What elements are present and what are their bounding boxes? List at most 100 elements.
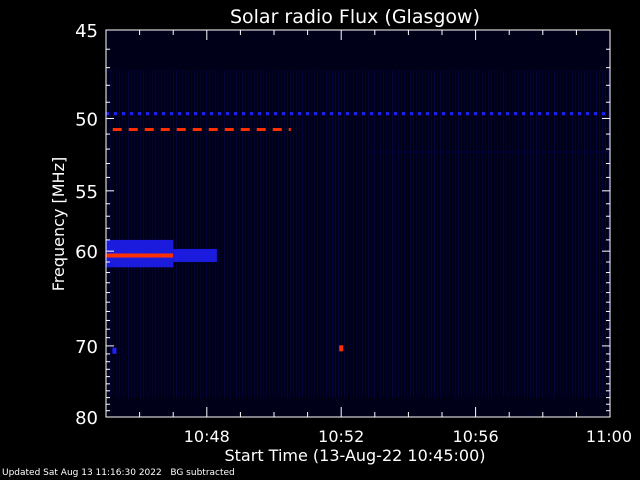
noise-streak: [326, 70, 327, 397]
noise-streak: [290, 70, 291, 397]
noise-streak: [206, 70, 207, 397]
noise-streak: [479, 70, 480, 397]
noise-streak: [524, 70, 525, 397]
noise-streak: [584, 70, 585, 397]
noise-streak: [461, 70, 462, 397]
noise-streak: [425, 70, 426, 397]
noise-streak: [440, 70, 441, 397]
noise-streak: [515, 70, 516, 397]
noise-streak: [596, 70, 597, 397]
noise-streak: [137, 70, 138, 397]
noise-streak: [449, 70, 450, 397]
y-tick-label: 55: [75, 182, 98, 203]
noise-streak: [161, 70, 162, 397]
noise-streak: [353, 70, 354, 397]
noise-streak: [179, 70, 180, 397]
noise-streak: [551, 70, 552, 397]
noise-streak: [569, 70, 570, 397]
noise-streak: [107, 70, 108, 397]
noise-streak: [380, 70, 381, 397]
noise-streak: [287, 70, 288, 397]
noise-streak: [530, 70, 531, 397]
y-tick-label: 70: [75, 337, 98, 358]
noise-streak: [521, 70, 522, 397]
noise-streak: [167, 70, 168, 397]
noise-streak: [575, 70, 576, 397]
x-tick-label: 10:48: [184, 427, 230, 446]
noise-streak: [116, 70, 117, 397]
noise-streak: [599, 70, 600, 397]
noise-streak: [365, 70, 366, 397]
noise-streak: [125, 70, 126, 397]
noise-streak: [566, 70, 567, 397]
noise-streak: [308, 70, 309, 397]
noise-streak: [209, 70, 210, 397]
noise-streak: [554, 70, 555, 397]
noise-streak: [431, 70, 432, 397]
noise-streak: [347, 70, 348, 397]
noise-streak: [398, 70, 399, 397]
noise-streak: [464, 70, 465, 397]
noise-streak: [581, 70, 582, 397]
noise-streak: [110, 70, 111, 397]
plot-frame: [105, 29, 611, 418]
noise-streak: [539, 70, 540, 397]
noise-streak: [434, 70, 435, 397]
noise-streak: [587, 70, 588, 397]
noise-streak: [335, 70, 336, 397]
noise-streak: [323, 70, 324, 397]
noise-streak: [536, 70, 537, 397]
noise-streak: [602, 70, 603, 397]
noise-streak: [452, 70, 453, 397]
noise-streak: [560, 70, 561, 397]
noise-streak: [314, 70, 315, 397]
noise-streak: [377, 70, 378, 397]
feature-band: [173, 248, 217, 263]
noise-streak: [608, 70, 609, 397]
noise-streak: [194, 70, 195, 397]
noise-streak: [119, 70, 120, 397]
y-tick-label: 60: [75, 242, 98, 263]
noise-streak: [305, 70, 306, 397]
y-tick-label: 45: [75, 21, 98, 42]
noise-streak: [413, 70, 414, 397]
noise-streak: [512, 70, 513, 397]
noise-streak: [146, 70, 147, 397]
noise-streak: [284, 70, 285, 397]
noise-streak: [263, 70, 264, 397]
noise-streak: [401, 70, 402, 397]
noise-streak: [218, 70, 219, 397]
noise-streak: [563, 70, 564, 397]
noise-streak: [176, 70, 177, 397]
y-axis: 45 50 55 60 70 80: [75, 21, 610, 429]
noise-streak: [329, 70, 330, 397]
noise-streak: [230, 70, 231, 397]
noise-streak: [545, 70, 546, 397]
noise-streak: [416, 70, 417, 397]
noise-streak: [185, 70, 186, 397]
noise-streak: [470, 70, 471, 397]
noise-streak: [242, 70, 243, 397]
noise-streak: [485, 70, 486, 397]
noise-streak: [257, 70, 258, 397]
noise-streak: [476, 70, 477, 397]
noise-streak: [293, 70, 294, 397]
noise-streak: [533, 70, 534, 397]
noise-streak: [383, 70, 384, 397]
plot-background: [106, 30, 610, 417]
noise-streak: [122, 70, 123, 397]
emission-features: [106, 112, 610, 354]
noise-streak: [422, 70, 423, 397]
noise-streak: [236, 70, 237, 397]
noise-streak: [542, 70, 543, 397]
noise-streak: [605, 70, 606, 397]
noise-streak: [509, 70, 510, 397]
noise-streak: [152, 70, 153, 397]
noise-streak: [245, 70, 246, 397]
noise-streak: [158, 70, 159, 397]
y-tick-label: 80: [75, 408, 98, 429]
noise-streak: [338, 70, 339, 397]
noise-streak: [548, 70, 549, 397]
chart-title: Solar radio Flux (Glasgow): [230, 6, 480, 28]
